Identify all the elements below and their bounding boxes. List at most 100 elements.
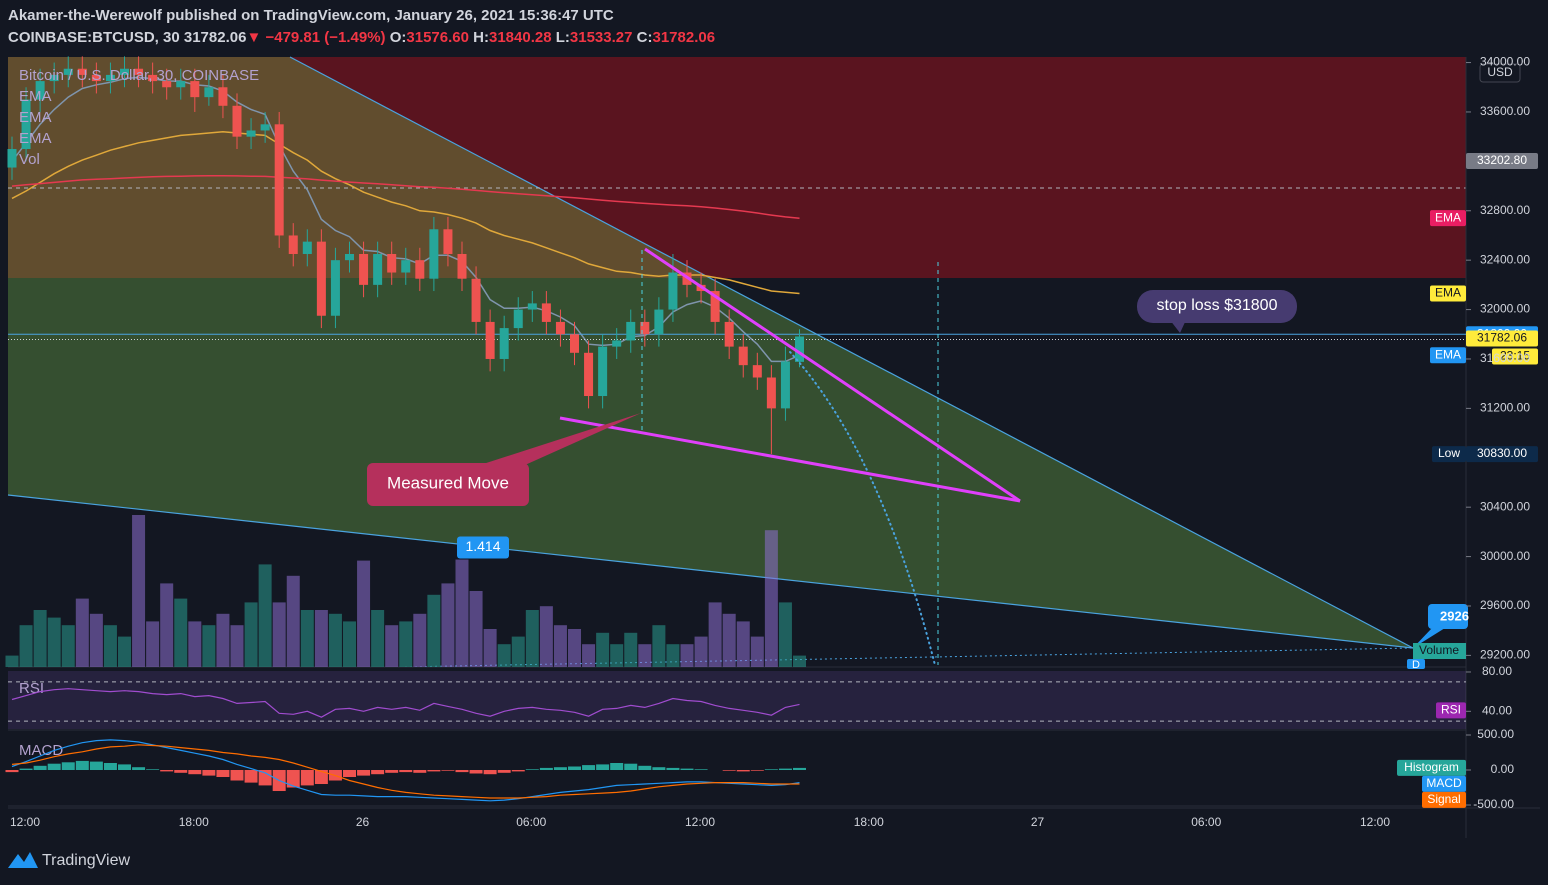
volume-bar [638, 644, 652, 667]
candle-body [7, 149, 17, 168]
volume-bar [328, 613, 342, 667]
tag-box [1407, 659, 1425, 669]
volume-bar [778, 602, 792, 667]
volume-bar [188, 621, 202, 667]
macd-histogram-bar [525, 769, 539, 771]
legend-entry: Vol [19, 151, 40, 168]
candle-body [555, 321, 565, 335]
macd-histogram-bar [778, 768, 792, 771]
candle-body [457, 253, 467, 279]
chart-title: Bitcoin / U.S. Dollar, 30, COINBASE [19, 67, 259, 84]
candle-body [120, 68, 129, 75]
ohlc-value: 31840.28 [488, 29, 552, 46]
macd-histogram-bar [5, 770, 19, 773]
x-tick-label: 18:00 [179, 815, 209, 829]
change: −479.81 (−1.49%) [265, 29, 386, 46]
volume-bar [300, 610, 314, 667]
value-label: 1.414 [465, 538, 500, 554]
rsi-background [8, 671, 1466, 729]
channel-fill [8, 57, 1413, 648]
macd-histogram-bar [118, 764, 131, 771]
candle-body [260, 124, 270, 131]
axis-tag-text: RSI [1441, 703, 1461, 717]
publisher: Akamer-the-Werewolf published on Trading… [8, 7, 614, 24]
macd-histogram-bar [793, 767, 806, 771]
axis-tag-box [1466, 330, 1538, 347]
channel-upper [289, 56, 1414, 649]
wedge-line [559, 416, 1021, 503]
volume-bar [413, 613, 427, 667]
candle-body [162, 81, 172, 88]
volume-bar [357, 560, 371, 667]
macd-histogram-bar [19, 768, 33, 771]
volume-bar [118, 636, 131, 667]
axis-tag-box [1422, 775, 1466, 792]
bubble-box [1137, 290, 1297, 323]
macd-histogram-bar [103, 763, 117, 771]
axis-tags: 33202.8031800.0031782.0623:15Low30830.00… [1397, 153, 1538, 808]
legend-entry: EMA [19, 88, 52, 105]
macd-histogram-bar [722, 770, 736, 771]
y-tick-label: 32400.00 [1480, 252, 1530, 266]
volume-bar [596, 632, 610, 667]
candle-body [190, 81, 200, 98]
volume-bar [750, 636, 764, 667]
macd-histogram-bar [511, 770, 525, 772]
x-tick-label: 26 [356, 815, 370, 829]
volume-bar [624, 632, 638, 667]
volume-bar [708, 602, 722, 667]
macd-histogram-bar [47, 763, 61, 771]
candles-layer [7, 56, 804, 455]
macd-histogram-bar [610, 763, 624, 771]
candle-body [91, 74, 101, 82]
candle-body [640, 321, 650, 335]
volume-bar [736, 621, 750, 667]
volume-bar [793, 655, 806, 667]
macd-histogram-bar [680, 768, 694, 771]
volume-bar [722, 613, 736, 667]
macd-histogram-bar [568, 766, 581, 771]
ohlc-key: H: [473, 29, 489, 46]
bubble-text: stop loss $31800 [1157, 297, 1278, 314]
volume-bar [469, 591, 483, 667]
axis-tag-box [1436, 702, 1466, 719]
y-tick-label: 31600.00 [1480, 351, 1530, 365]
volume-bar [174, 598, 188, 667]
callout-text: Measured Move [387, 473, 509, 492]
candle-body [443, 229, 453, 254]
macd-histogram-bar [244, 770, 258, 783]
macd-histogram-bar [596, 764, 610, 771]
volume-bar [427, 594, 441, 667]
tag-text: D [1412, 659, 1420, 671]
volume-bar [343, 621, 356, 667]
currency: USD [1487, 65, 1513, 79]
macd-histogram-bar [413, 770, 427, 773]
axis-tag-text: Signal [1427, 792, 1460, 806]
projection-curve [789, 351, 936, 666]
volume-bar [441, 583, 455, 667]
macd-histogram-bar [750, 770, 764, 771]
candle-body [654, 309, 664, 335]
resistance-zone [8, 57, 1466, 278]
tag-box [1428, 604, 1468, 629]
axis-tag-box [1430, 285, 1466, 302]
candle-body [795, 336, 804, 362]
candle-body [21, 99, 31, 150]
x-tick-label: 12:00 [10, 815, 40, 829]
volume-bar [5, 655, 19, 667]
volume-bar [652, 625, 666, 667]
macd-histogram-bar [399, 770, 413, 773]
volume-bar [539, 606, 553, 667]
macd-histogram-bar [764, 769, 778, 771]
symbol: COINBASE:BTCUSD, 30 [8, 29, 180, 46]
volume-bar [694, 636, 708, 667]
y-tick-label: 80.00 [1482, 664, 1512, 678]
dotted-line [399, 647, 1414, 668]
axis-tag-text: EMA [1435, 286, 1461, 300]
axis-tag-text: EMA [1435, 210, 1461, 224]
ohlc-value: 31576.60 [406, 29, 469, 46]
macd-histogram-bar [258, 770, 272, 786]
candle-body [274, 124, 284, 236]
volume-bar [286, 575, 300, 667]
